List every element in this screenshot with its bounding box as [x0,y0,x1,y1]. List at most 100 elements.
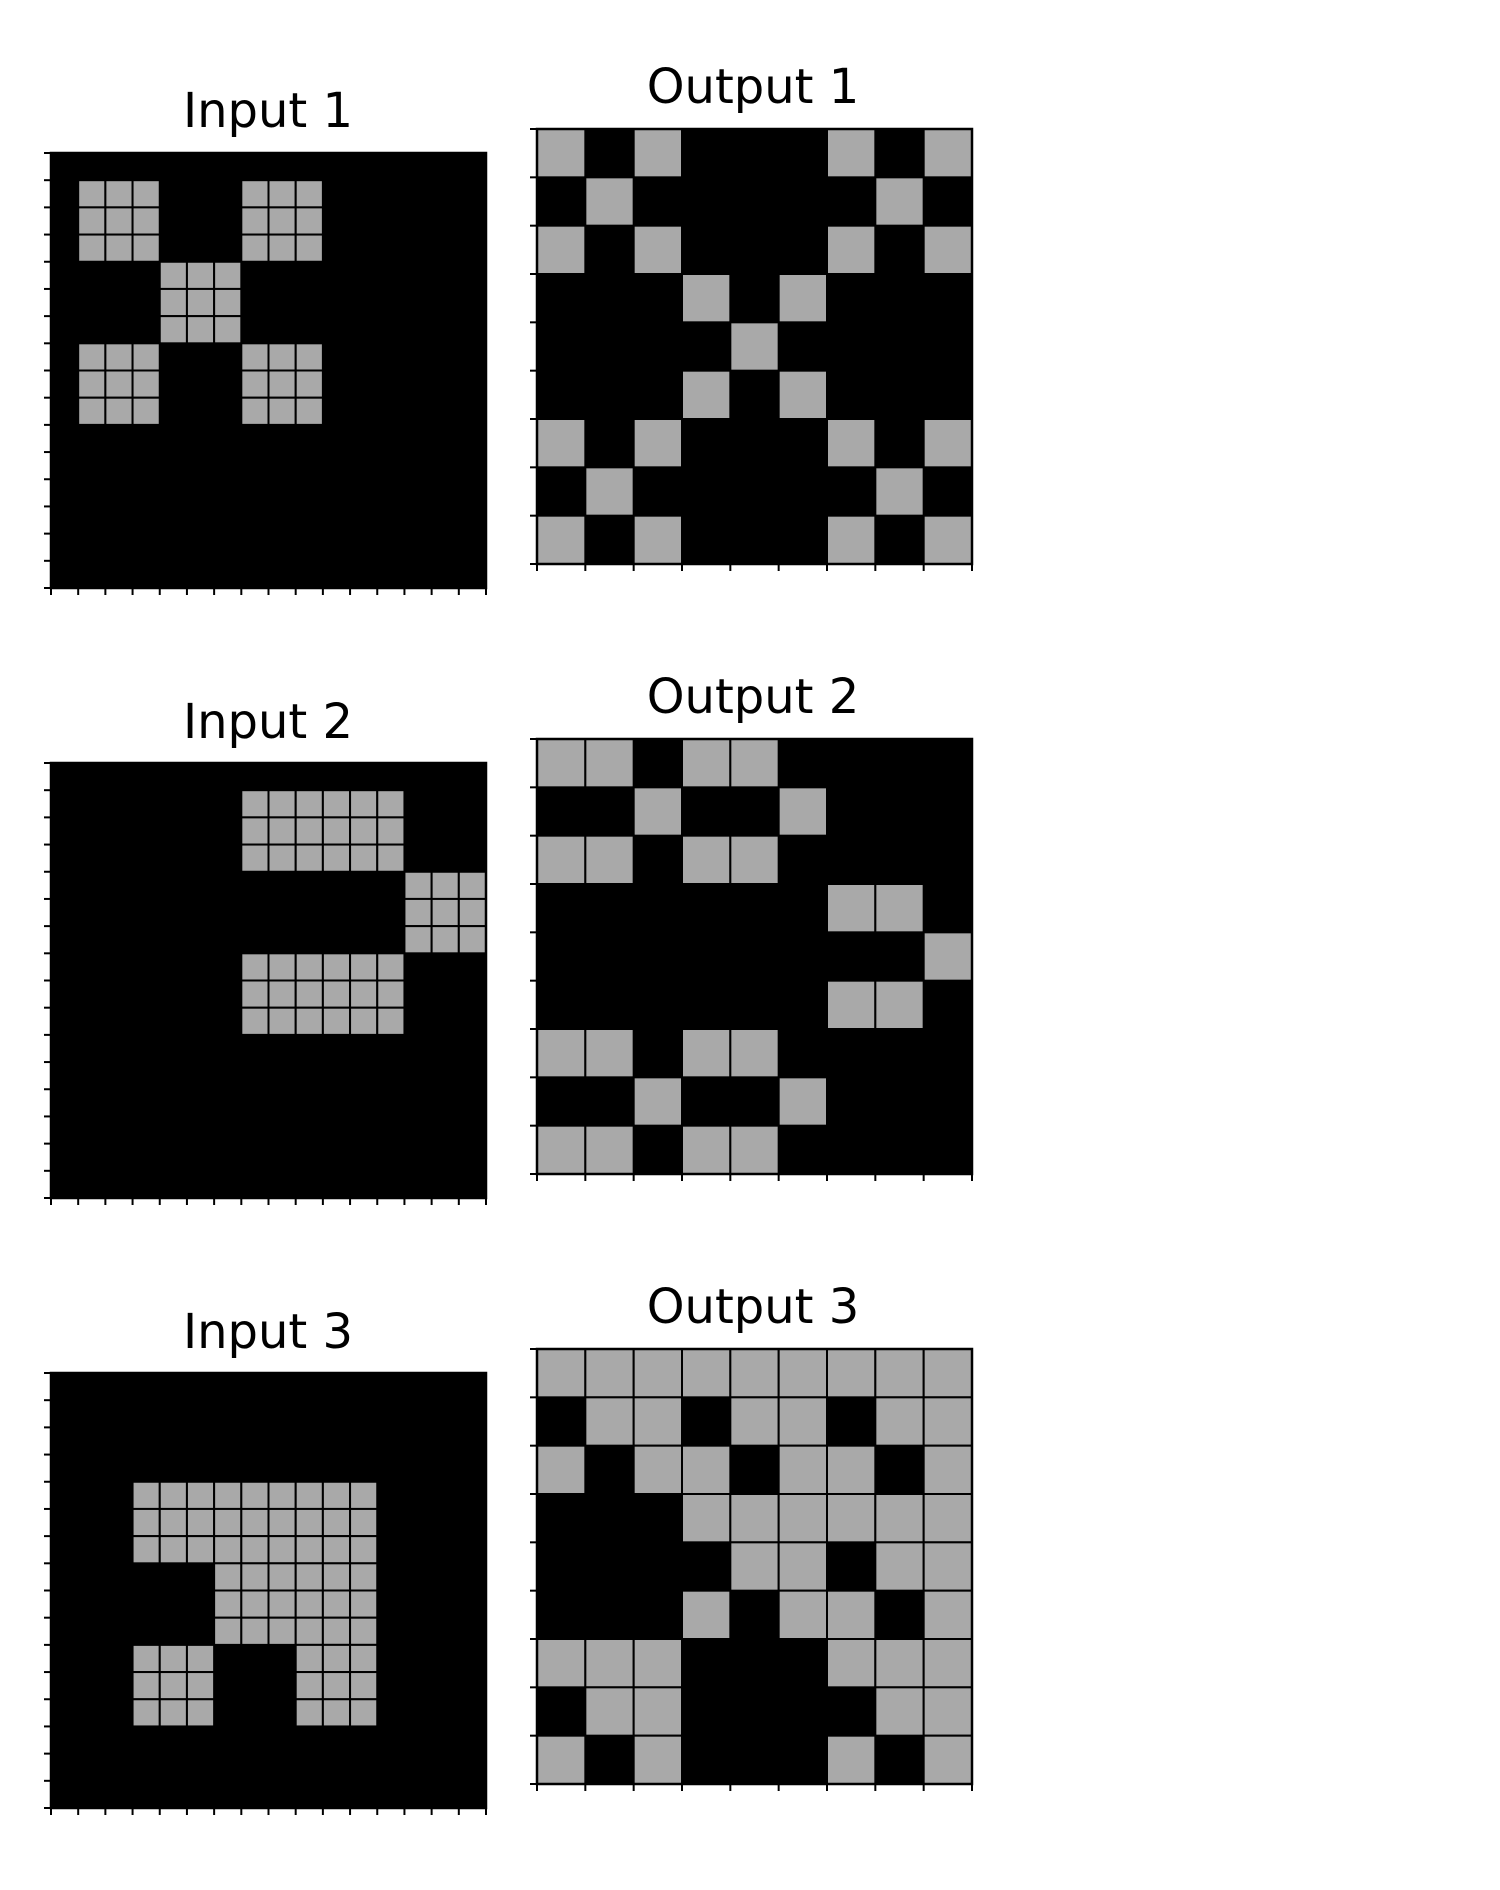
grid-cell [158,287,188,318]
grid-cell [632,514,684,566]
grid-cell [240,369,270,399]
grid-cell [267,396,297,426]
grid-cell [294,843,324,873]
grid-cell [584,176,635,227]
grid-cell [826,883,877,934]
grid-cell [294,1698,324,1728]
grid-cell [240,1006,270,1036]
grid-cell [185,1480,216,1510]
grid-cell [632,418,684,469]
grid-cell [922,418,974,469]
grid-cell [240,206,270,236]
grid-cell [349,1507,379,1538]
grid-cell [321,1562,352,1592]
grid-cell [681,1348,732,1399]
grid-cell [185,260,216,290]
grid-cell [874,1493,925,1544]
grid-cell [158,315,188,345]
grid-cell [294,369,324,399]
grid-cell [632,1734,684,1785]
grid-cell [536,418,587,469]
output-title: Output 3 [647,1279,860,1335]
grid-cell [294,396,324,426]
grid-cell [826,1734,877,1785]
grid-cell [777,1348,829,1399]
grid-cell [158,1698,188,1728]
grid-cell [826,1348,877,1399]
grid-cell [922,1638,974,1689]
grid-cell [77,342,107,372]
grid-cell [632,128,684,179]
grid-cell [376,816,406,846]
output-grid [530,1347,974,1791]
grid-cell [584,738,635,789]
grid-cell [349,1698,379,1728]
grid-cell [681,369,732,420]
grid-cell [922,224,974,276]
grid-cell [349,979,379,1009]
grid-cell [213,1562,243,1592]
grid-cell [349,843,379,873]
grid-cell [376,952,406,982]
grid-cell [294,816,324,846]
grid-cell [349,1616,379,1646]
grid-cell [681,1028,732,1079]
grid-cell [185,1535,216,1565]
grid-cell [131,369,161,399]
grid-cell [267,816,297,846]
grid-cell [729,1028,780,1079]
grid-cell [104,342,134,372]
grid-cell [213,1480,243,1510]
grid-cell [584,834,635,886]
grid-cell [185,1671,216,1701]
grid-cell [240,1535,270,1565]
grid-cell [267,1480,297,1510]
grid-cell [729,834,780,886]
grid-cell [584,1396,635,1447]
grid-cell [321,843,352,873]
grid-cell [536,1124,587,1175]
grid-cell [430,925,460,955]
grid-cell [131,179,161,209]
grid-cell [584,1028,635,1079]
grid-cell [131,1698,161,1728]
grid-cell [536,1348,587,1399]
grid-cell [77,369,107,399]
grid-cell [632,1348,684,1399]
grid-cell [349,1480,379,1510]
grid-cell [158,1480,188,1510]
grid-cell [536,1028,587,1079]
grid-cell [294,1480,324,1510]
grid-frame [535,737,974,1176]
grid-cell [321,1006,352,1036]
grid-cell [777,1396,829,1447]
grid-cell [922,1589,974,1640]
grid-cell [240,342,270,372]
grid-cell [185,287,216,318]
grid-cell [294,1535,324,1565]
pair-2: Input 2 Output 2 [44,669,974,1205]
grid-cell [376,979,406,1009]
grid-cell [681,1493,732,1544]
grid-cell [681,1124,732,1175]
grid-cell [584,1686,635,1737]
grid-cell [131,342,161,372]
grid-cell [536,1638,587,1689]
grid-cell [240,843,270,873]
grid-cell [77,179,107,209]
input-grid [44,1371,488,1815]
grid-cell [267,843,297,873]
grid-cell [349,816,379,846]
grid-cell [874,979,925,1031]
grid-cell [240,1562,270,1592]
grid-cell [321,1535,352,1565]
grid-cell [632,1396,684,1447]
grid-cell [681,834,732,886]
output-title: Output 2 [647,669,860,725]
grid-cell [185,1698,216,1728]
input-title: Input 2 [183,694,353,750]
grid-cell [536,1734,587,1785]
grid-cell [294,233,324,263]
grid-cell [185,1507,216,1538]
